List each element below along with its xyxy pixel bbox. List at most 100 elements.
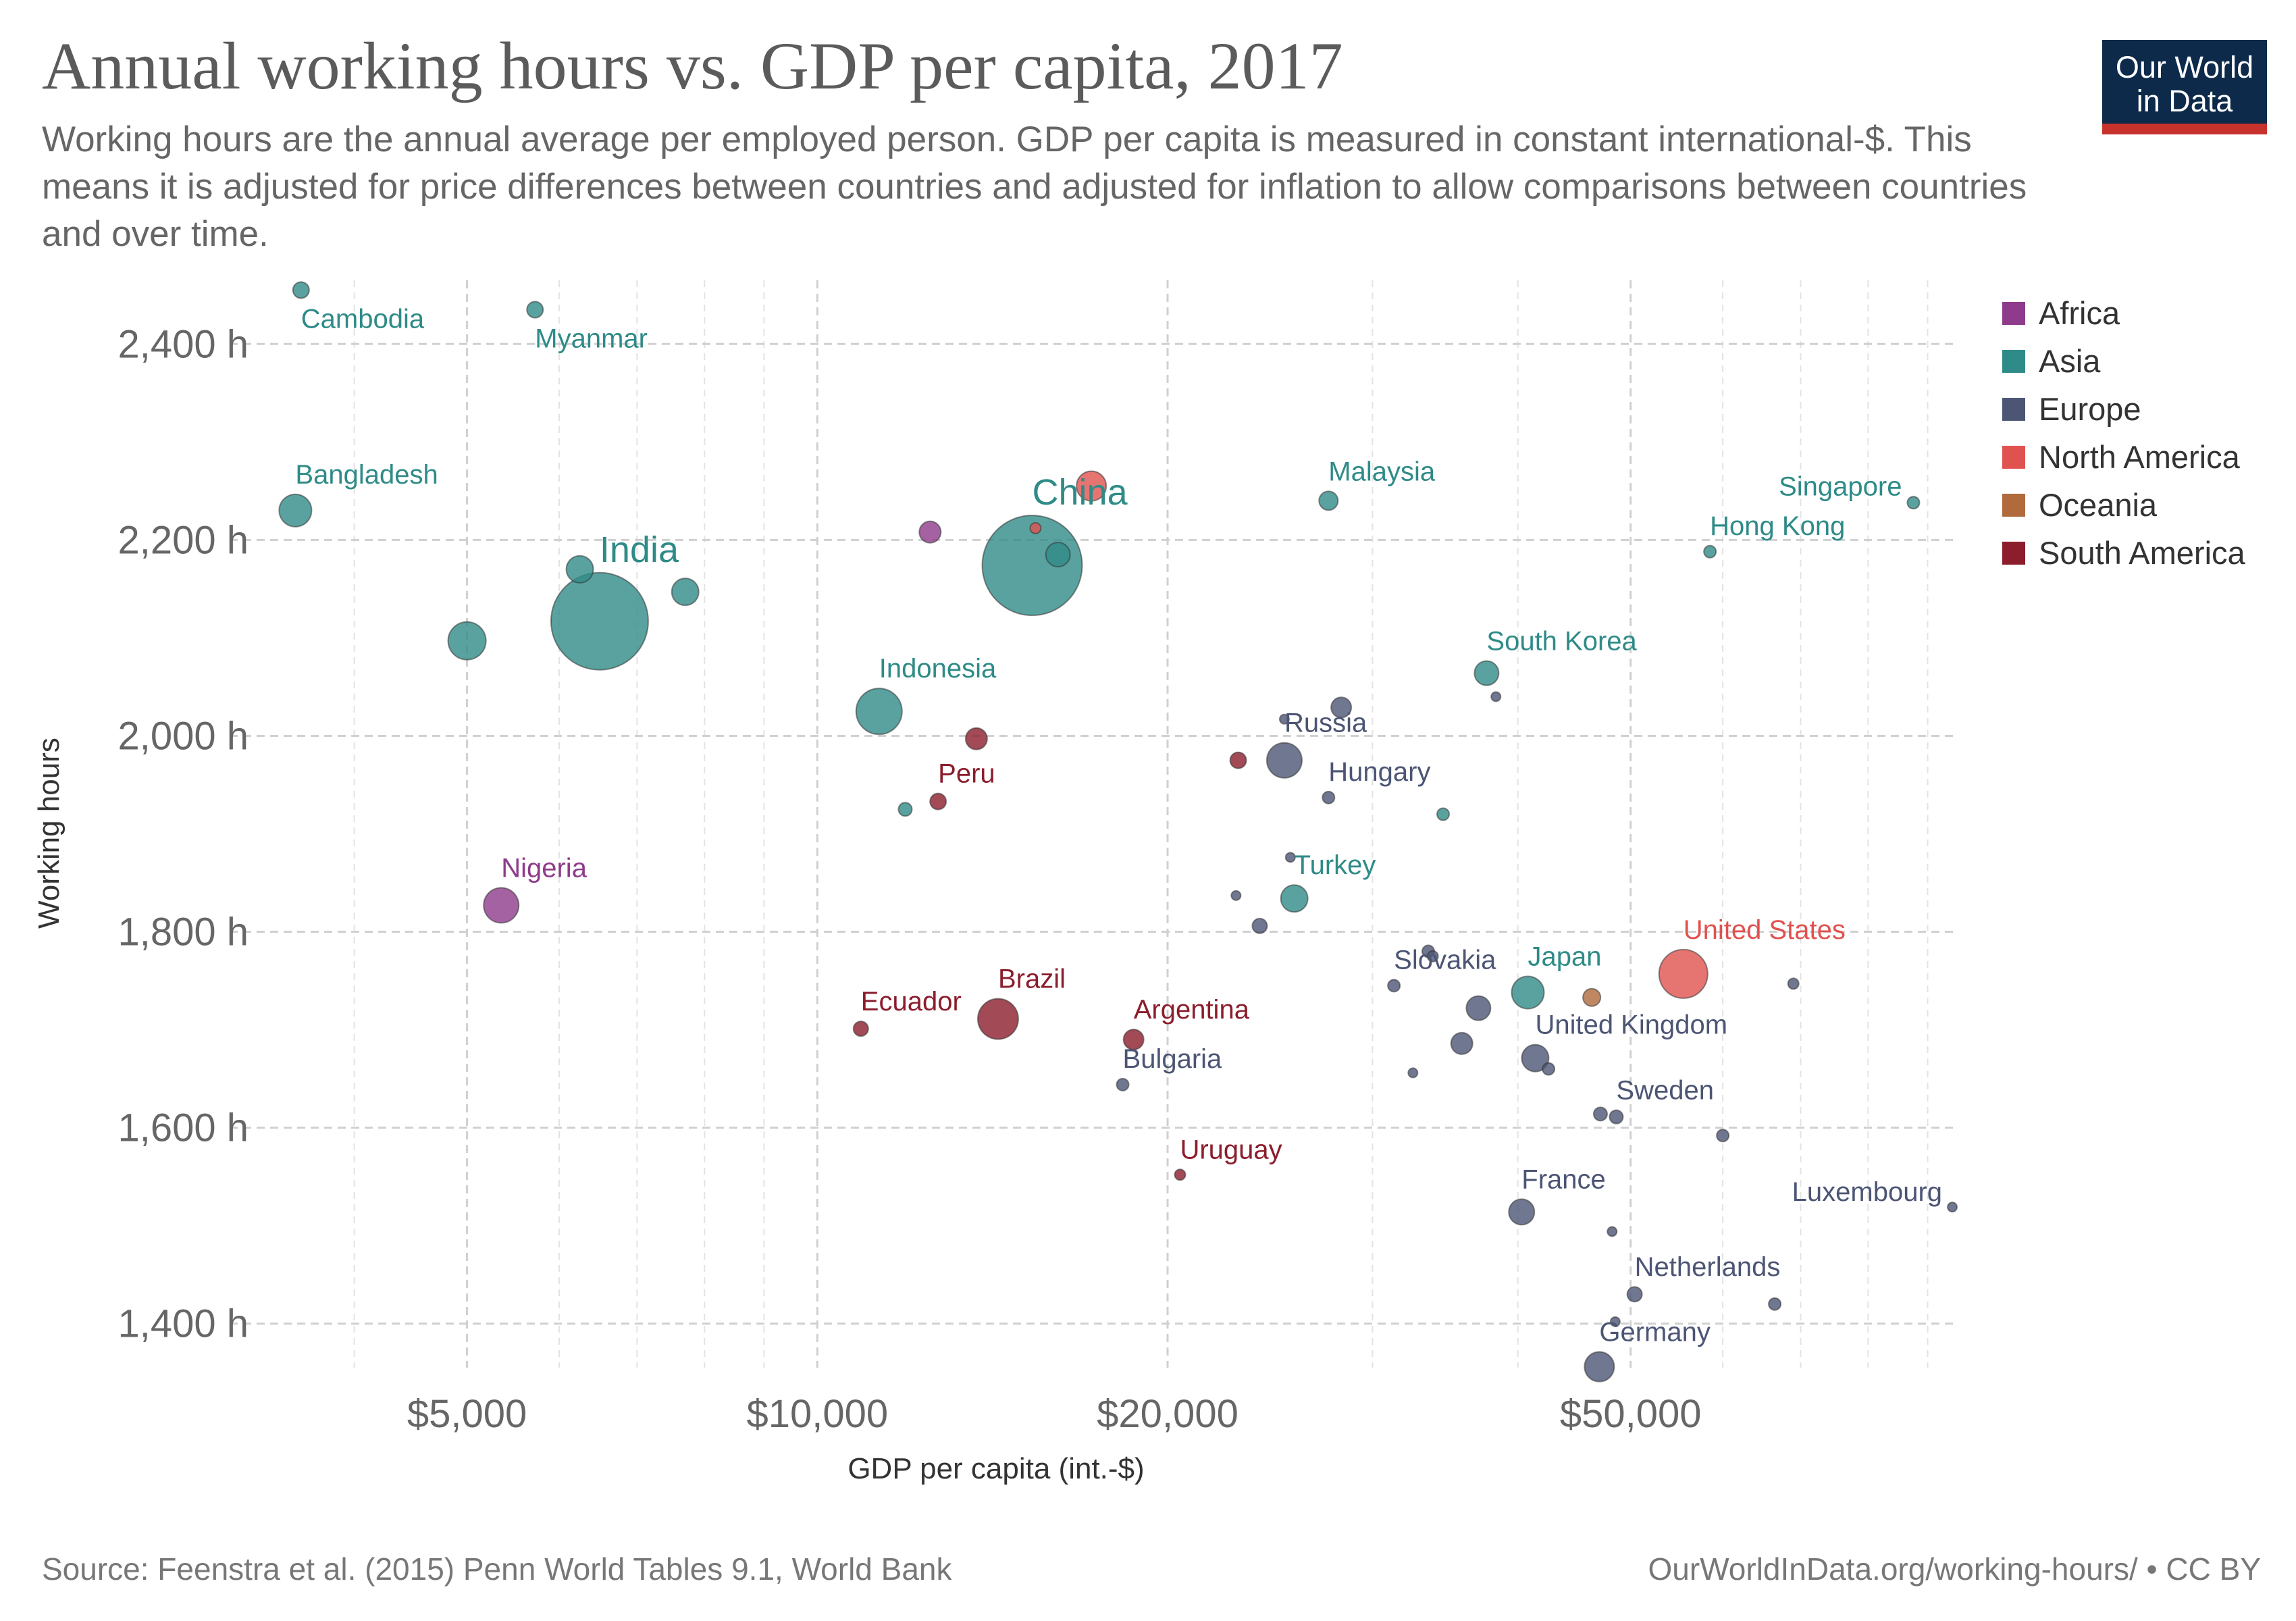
data-point bbox=[1465, 995, 1492, 1021]
point-label: South Korea bbox=[1486, 627, 1637, 657]
data-point bbox=[1174, 1168, 1186, 1181]
point-label: Bulgaria bbox=[1123, 1044, 1223, 1074]
logo-accent-bar bbox=[2102, 124, 2267, 134]
data-point bbox=[1278, 713, 1290, 725]
point-label: United States bbox=[1684, 915, 1846, 945]
data-point bbox=[1122, 1029, 1145, 1051]
data-point bbox=[1768, 1297, 1782, 1311]
point-label: Malaysia bbox=[1328, 457, 1436, 486]
legend-swatch bbox=[2002, 349, 2025, 373]
data-point bbox=[964, 727, 988, 750]
x-tick-label: $20,000 bbox=[1097, 1392, 1238, 1436]
data-point bbox=[1511, 975, 1545, 1010]
data-point bbox=[1542, 1062, 1556, 1076]
point-label: Luxembourg bbox=[1792, 1177, 1942, 1207]
legend-item[interactable]: Asia bbox=[2002, 337, 2245, 385]
data-point bbox=[1436, 807, 1451, 821]
legend: Africa Asia Europe North America Oceania Sout… bbox=[2002, 289, 2245, 577]
data-point bbox=[1473, 660, 1500, 686]
data-point bbox=[1626, 1286, 1643, 1303]
data-point bbox=[1407, 1067, 1419, 1079]
point-label: Hong Kong bbox=[1710, 511, 1845, 541]
data-point bbox=[981, 515, 1083, 617]
y-tick-label: 1,600 h bbox=[118, 1106, 249, 1150]
data-point bbox=[1251, 917, 1268, 934]
data-point bbox=[976, 998, 1019, 1040]
data-point bbox=[1658, 948, 1708, 999]
point-label: Indonesia bbox=[879, 654, 997, 684]
data-point bbox=[1322, 790, 1336, 804]
data-point bbox=[1266, 742, 1303, 779]
point-label: France bbox=[1521, 1164, 1606, 1194]
point-label: Hungary bbox=[1328, 757, 1430, 787]
data-point bbox=[855, 688, 903, 736]
point-label: Slovakia bbox=[1394, 945, 1496, 975]
data-point bbox=[1330, 696, 1353, 719]
data-point bbox=[1787, 977, 1800, 990]
data-point bbox=[1584, 1351, 1615, 1383]
legend-swatch bbox=[2002, 397, 2025, 421]
x-axis-title: GDP per capita (int.-$) bbox=[847, 1452, 1145, 1485]
y-axis-title-wrap: Working hours bbox=[32, 738, 66, 929]
point-label: Turkey bbox=[1295, 850, 1376, 880]
data-point bbox=[1280, 884, 1309, 913]
point-label: Argentina bbox=[1134, 995, 1250, 1025]
data-point bbox=[1029, 521, 1042, 534]
point-label: United Kingdom bbox=[1535, 1010, 1727, 1040]
data-point bbox=[1508, 1198, 1536, 1226]
y-axis-title: Working hours bbox=[32, 738, 66, 929]
point-label: Germany bbox=[1599, 1318, 1711, 1347]
data-point bbox=[1582, 987, 1602, 1007]
data-point bbox=[550, 571, 649, 671]
source-note: Source: Feenstra et al. (2015) Penn Worl… bbox=[42, 1551, 952, 1587]
legend-item[interactable]: South America bbox=[2002, 529, 2245, 577]
legend-label: Europe bbox=[2039, 391, 2141, 427]
y-tick-label: 2,200 h bbox=[118, 518, 249, 562]
legend-swatch bbox=[2002, 493, 2025, 517]
data-point bbox=[565, 555, 594, 584]
legend-item[interactable]: North America bbox=[2002, 433, 2245, 481]
data-point bbox=[1076, 470, 1107, 502]
logo-line-1: Our World bbox=[2115, 50, 2254, 84]
x-tick-label: $5,000 bbox=[407, 1392, 527, 1436]
data-point bbox=[918, 520, 942, 544]
logo-line-2: in Data bbox=[2136, 84, 2233, 118]
legend-swatch bbox=[2002, 541, 2025, 565]
point-label: Bangladesh bbox=[295, 460, 438, 490]
owid-logo[interactable]: Our World in Data bbox=[2102, 40, 2267, 134]
legend-label: South America bbox=[2039, 535, 2245, 571]
x-tick-label: $50,000 bbox=[1560, 1392, 1702, 1436]
data-point bbox=[1521, 1044, 1550, 1073]
legend-label: North America bbox=[2039, 439, 2240, 475]
data-point bbox=[1284, 852, 1296, 863]
legend-item[interactable]: Oceania bbox=[2002, 481, 2245, 529]
license-link[interactable]: OurWorldInData.org/working-hours/ • CC B… bbox=[1648, 1551, 2261, 1587]
data-point bbox=[278, 493, 313, 528]
point-label: India bbox=[600, 530, 679, 570]
point-label: Nigeria bbox=[501, 853, 587, 883]
point-label: Cambodia bbox=[301, 305, 425, 334]
data-point bbox=[1045, 542, 1071, 568]
point-label: Brazil bbox=[998, 964, 1066, 994]
data-point bbox=[1229, 751, 1247, 769]
y-tick-label: 2,400 h bbox=[118, 322, 249, 366]
legend-label: Africa bbox=[2039, 295, 2120, 331]
data-point bbox=[1387, 979, 1401, 993]
legend-swatch bbox=[2002, 445, 2025, 469]
legend-item[interactable]: Africa bbox=[2002, 289, 2245, 337]
point-label: Ecuador bbox=[861, 987, 962, 1017]
data-point bbox=[1592, 1106, 1608, 1122]
data-point bbox=[447, 621, 487, 661]
point-label: Peru bbox=[938, 759, 995, 789]
y-tick-label: 1,400 h bbox=[118, 1302, 249, 1346]
y-tick-label: 2,000 h bbox=[118, 714, 249, 758]
legend-item[interactable]: Europe bbox=[2002, 385, 2245, 433]
data-point bbox=[1607, 1226, 1618, 1237]
point-label: Sweden bbox=[1616, 1076, 1714, 1106]
y-tick-label: 1,800 h bbox=[118, 910, 249, 954]
data-point bbox=[929, 792, 947, 810]
point-label: Netherlands bbox=[1635, 1252, 1781, 1282]
data-point bbox=[292, 281, 310, 299]
point-label: Russia bbox=[1284, 709, 1367, 738]
